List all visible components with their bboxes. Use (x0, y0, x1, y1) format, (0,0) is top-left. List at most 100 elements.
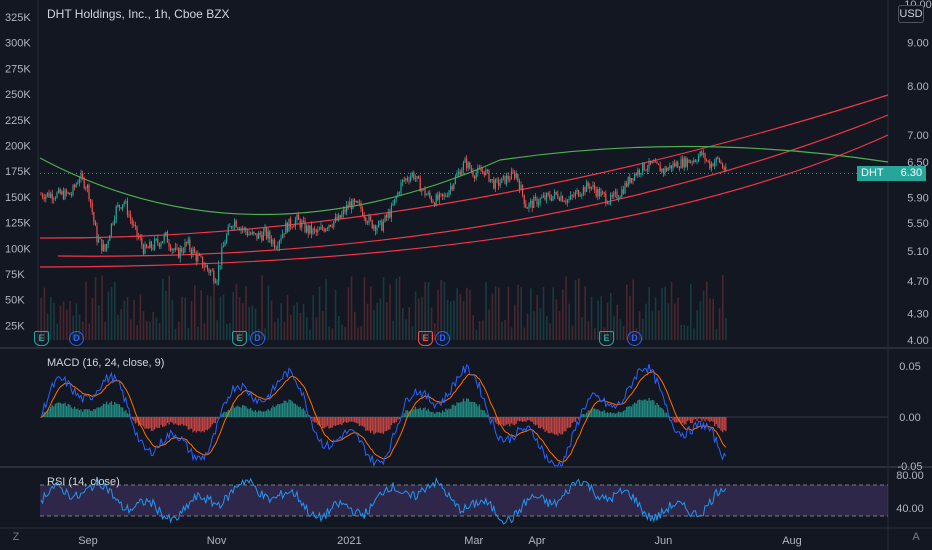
macd-hist-bar (573, 417, 575, 422)
candle-body (491, 179, 493, 181)
macd-hist-bar (397, 417, 399, 420)
timezone-button[interactable]: Z (12, 531, 20, 543)
macd-hist-bar (93, 409, 95, 417)
candle-body (562, 195, 564, 202)
volume-bar (472, 315, 474, 340)
macd-hist-bar (520, 417, 522, 422)
earnings-marker-icon[interactable]: E (34, 331, 49, 346)
price-tick-label: 5.10 (907, 246, 928, 258)
candle-body (157, 239, 159, 244)
candle-body (723, 167, 725, 171)
candle-body (320, 226, 322, 230)
candle-body (245, 228, 247, 232)
volume-tick-label: 275K (5, 63, 31, 75)
volume-bar (286, 295, 289, 340)
macd-hist-bar (109, 402, 111, 417)
dividend-marker-icon[interactable]: D (435, 331, 450, 346)
candle-body (584, 187, 586, 192)
macd-hist-bar (666, 412, 668, 417)
volume-bar (261, 275, 263, 340)
macd-hist-bar (659, 407, 661, 417)
volume-bar (440, 279, 442, 340)
macd-hist-bar (106, 401, 108, 417)
earnings-marker-icon[interactable]: E (232, 331, 247, 346)
candle-body (720, 161, 722, 164)
macd-hist-bar (613, 412, 615, 417)
volume-bar (142, 311, 145, 340)
candle-body (360, 202, 362, 209)
candle-body (155, 239, 157, 240)
volume-bar (62, 301, 65, 340)
volume-bar (555, 299, 558, 340)
volume-bar (296, 302, 298, 340)
volume-bar (382, 277, 385, 340)
macd-hist-bar (195, 417, 197, 433)
macd-hist-bar (115, 403, 117, 417)
dividend-marker-icon[interactable]: D (250, 331, 265, 346)
volume-bar (242, 303, 244, 340)
candle-body (338, 215, 340, 221)
volume-bar (478, 321, 481, 340)
rsi-label[interactable]: RSI (14, close) (47, 476, 120, 488)
volume-bar (456, 288, 458, 340)
macd-hist-bar (581, 414, 583, 417)
candle-body (576, 190, 578, 193)
macd-hist-bar (328, 417, 330, 429)
volume-bar (546, 316, 548, 340)
candle-body (64, 190, 66, 200)
volume-bar (283, 322, 286, 340)
candle-body (141, 238, 143, 246)
candle-body (139, 237, 141, 239)
macd-hist-bar (365, 417, 367, 431)
dividend-marker-icon[interactable]: D (69, 331, 84, 346)
macd-hist-bar (459, 402, 461, 417)
candle-body (152, 247, 154, 249)
candle-body (678, 167, 680, 169)
rsi-tick-label: 80.00 (896, 470, 924, 482)
currency-button[interactable]: USD (898, 5, 924, 23)
macd-hist-bar (688, 417, 690, 421)
macd-hist-bar (469, 401, 471, 417)
volume-bar (533, 311, 535, 340)
macd-hist-bar (102, 403, 105, 417)
macd-hist-bar (334, 417, 337, 426)
candle-body (666, 167, 668, 171)
macd-hist-bar (258, 410, 260, 417)
candle-body (629, 176, 631, 183)
earnings-marker-icon[interactable]: E (599, 331, 614, 346)
macd-label[interactable]: MACD (16, 24, close, 9) (47, 357, 165, 369)
regression-mid-line (57, 114, 889, 257)
candle-body (648, 160, 650, 169)
volume-bar (690, 283, 692, 340)
candle-body (389, 212, 391, 218)
auto-scale-button[interactable]: A (912, 531, 920, 543)
candle-body (546, 193, 548, 200)
candle-body (54, 197, 56, 199)
earnings-marker-icon[interactable]: E (418, 331, 433, 346)
volume-bar (210, 296, 212, 340)
macd-hist-bar (376, 417, 378, 433)
macd-hist-bar (718, 417, 721, 429)
candle-body (560, 195, 562, 201)
macd-hist-bar (640, 400, 642, 417)
candle-body (578, 190, 580, 197)
macd-hist-bar (496, 417, 498, 424)
macd-hist-bar (147, 417, 149, 429)
candle-body (558, 198, 560, 201)
macd-hist-bar (298, 406, 300, 417)
macd-hist-bar (368, 417, 370, 431)
macd-hist-bar (264, 411, 266, 417)
macd-hist-bar (621, 412, 623, 417)
volume-bar (181, 296, 183, 340)
macd-hist-bar (691, 417, 693, 424)
candle-body (131, 219, 133, 225)
macd-hist-bar (470, 401, 473, 417)
macd-hist-bar (544, 417, 546, 432)
volume-bar (411, 326, 414, 340)
macd-hist-bar (171, 417, 173, 423)
candle-body (165, 231, 167, 235)
volume-bar (629, 295, 631, 340)
volume-bar (645, 303, 647, 340)
dividend-marker-icon[interactable]: D (627, 331, 642, 346)
